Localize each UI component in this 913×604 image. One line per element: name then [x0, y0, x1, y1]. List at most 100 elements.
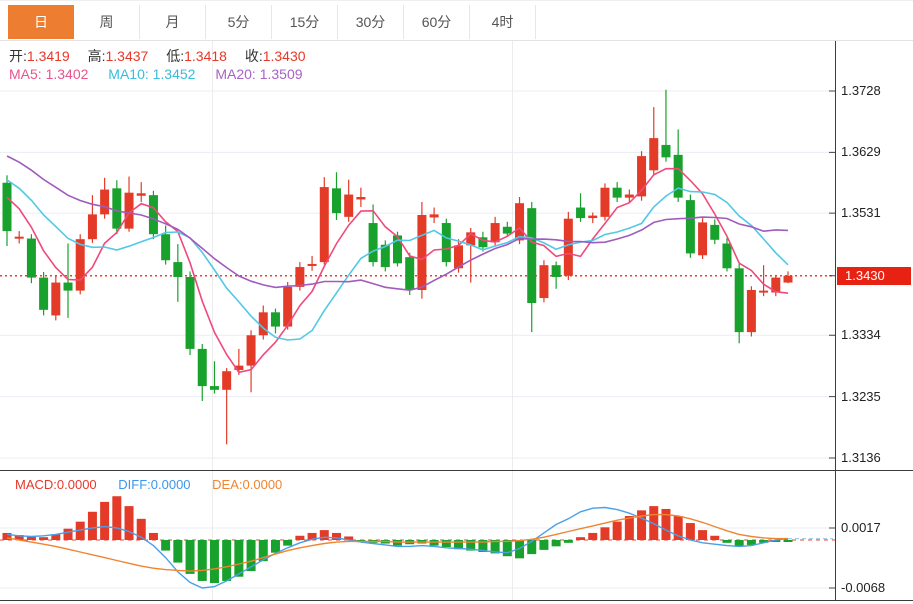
close-label: 收: — [244, 48, 263, 64]
candle-body — [759, 290, 769, 293]
candle-body — [222, 371, 232, 390]
tab-15min[interactable]: 15分 — [272, 5, 338, 39]
ma20-line — [6, 155, 789, 292]
macd-bar — [624, 516, 634, 540]
macd-bar — [234, 540, 244, 577]
candle-body — [344, 194, 354, 217]
tab-5min[interactable]: 5分 — [206, 5, 272, 39]
tab-week[interactable]: 周 — [74, 5, 140, 39]
macd-axis-label: 0.0017 — [841, 520, 881, 535]
candle-body — [185, 276, 195, 349]
price-axis-label: 1.3334 — [841, 327, 881, 343]
candle-body — [258, 312, 268, 336]
candle-body — [685, 200, 695, 254]
macd-bar — [222, 540, 232, 581]
candle-body — [87, 214, 97, 240]
ma20-value: MA20: 1.3509 — [215, 66, 303, 82]
ma-readout: MA5: 1.3402 MA10: 1.3452 MA20: 1.3509 — [9, 66, 303, 82]
macd-bar — [295, 535, 305, 540]
macd-bar — [527, 540, 537, 555]
candle-body — [380, 244, 390, 268]
tab-30min[interactable]: 30分 — [338, 5, 404, 39]
macd-bar — [466, 540, 476, 551]
candle-body — [51, 282, 61, 316]
candle-body — [588, 215, 598, 219]
candle-body — [417, 214, 427, 290]
macd-bar — [429, 540, 439, 546]
high-value: 1.3437 — [105, 48, 149, 64]
candle-body — [124, 192, 134, 229]
tab-day[interactable]: 日 — [8, 5, 74, 39]
candle-body — [698, 222, 708, 256]
macd-bar — [307, 532, 317, 540]
candle-body — [368, 223, 378, 263]
candle-body — [197, 348, 207, 387]
macd-value: MACD:0.0000 — [15, 477, 97, 492]
candle-body — [112, 188, 122, 229]
candle-body — [270, 312, 280, 327]
ma5-line — [6, 167, 789, 374]
macd-bar — [331, 532, 341, 540]
candle-body — [612, 187, 622, 198]
low-label: 低: — [166, 48, 185, 64]
candle-body — [771, 277, 781, 293]
candle-body — [319, 187, 329, 263]
macd-bar — [124, 506, 134, 540]
dea-line — [6, 513, 788, 572]
macd-bar — [26, 536, 36, 540]
candle-body — [502, 226, 512, 234]
macd-bar — [87, 511, 97, 540]
candle-body — [356, 197, 366, 200]
macd-bar — [490, 540, 500, 554]
macd-readout: MACD:0.0000 DIFF:0.0000 DEA:0.0000 — [15, 477, 282, 492]
macd-bar — [75, 521, 85, 540]
macd-bar — [393, 540, 402, 546]
candle-body — [563, 218, 573, 276]
candle-body — [39, 277, 49, 310]
macd-bar — [246, 540, 256, 572]
price-axis-label: 1.3136 — [841, 450, 881, 465]
macd-bar — [502, 540, 512, 557]
candle-body — [331, 188, 341, 214]
macd-bar — [270, 540, 280, 553]
candle-body — [14, 236, 24, 239]
macd-bar — [283, 540, 293, 546]
candle-body — [26, 238, 36, 278]
macd-bar — [258, 540, 268, 562]
candle-body — [661, 144, 671, 158]
macd-bar — [698, 530, 708, 540]
ma10-line — [6, 179, 789, 341]
candle-body — [649, 138, 659, 171]
macd-bar — [783, 540, 793, 542]
candle-body — [405, 257, 415, 290]
macd-bar — [344, 536, 354, 540]
macd-bar — [454, 540, 464, 550]
candle-body — [454, 245, 464, 269]
macd-bar — [100, 501, 110, 540]
candle-body — [63, 282, 73, 291]
candle-body — [783, 275, 793, 283]
tab-60min[interactable]: 60分 — [404, 5, 470, 39]
candle-body — [2, 182, 12, 232]
macd-bar — [563, 540, 573, 543]
macd-bar — [63, 528, 73, 540]
diff-line — [6, 506, 789, 589]
close-value: 1.3430 — [262, 48, 306, 64]
macd-bar — [661, 508, 671, 540]
macd-bar — [600, 527, 610, 540]
price-axis-label: 1.3728 — [841, 83, 881, 98]
candle-body — [624, 194, 634, 198]
tab-4hour[interactable]: 4时 — [470, 5, 536, 39]
candle-body — [441, 223, 451, 263]
macd-bar — [441, 540, 451, 548]
tab-month[interactable]: 月 — [140, 5, 206, 39]
macd-bar — [746, 540, 756, 545]
candle-body — [478, 237, 488, 248]
macd-bar — [759, 540, 769, 543]
macd-axis-label: -0.0068 — [841, 580, 886, 595]
candle-body — [295, 267, 305, 287]
candle-body — [246, 335, 256, 366]
macd-bar — [734, 540, 744, 547]
price-axis-label: 1.3629 — [841, 144, 881, 160]
